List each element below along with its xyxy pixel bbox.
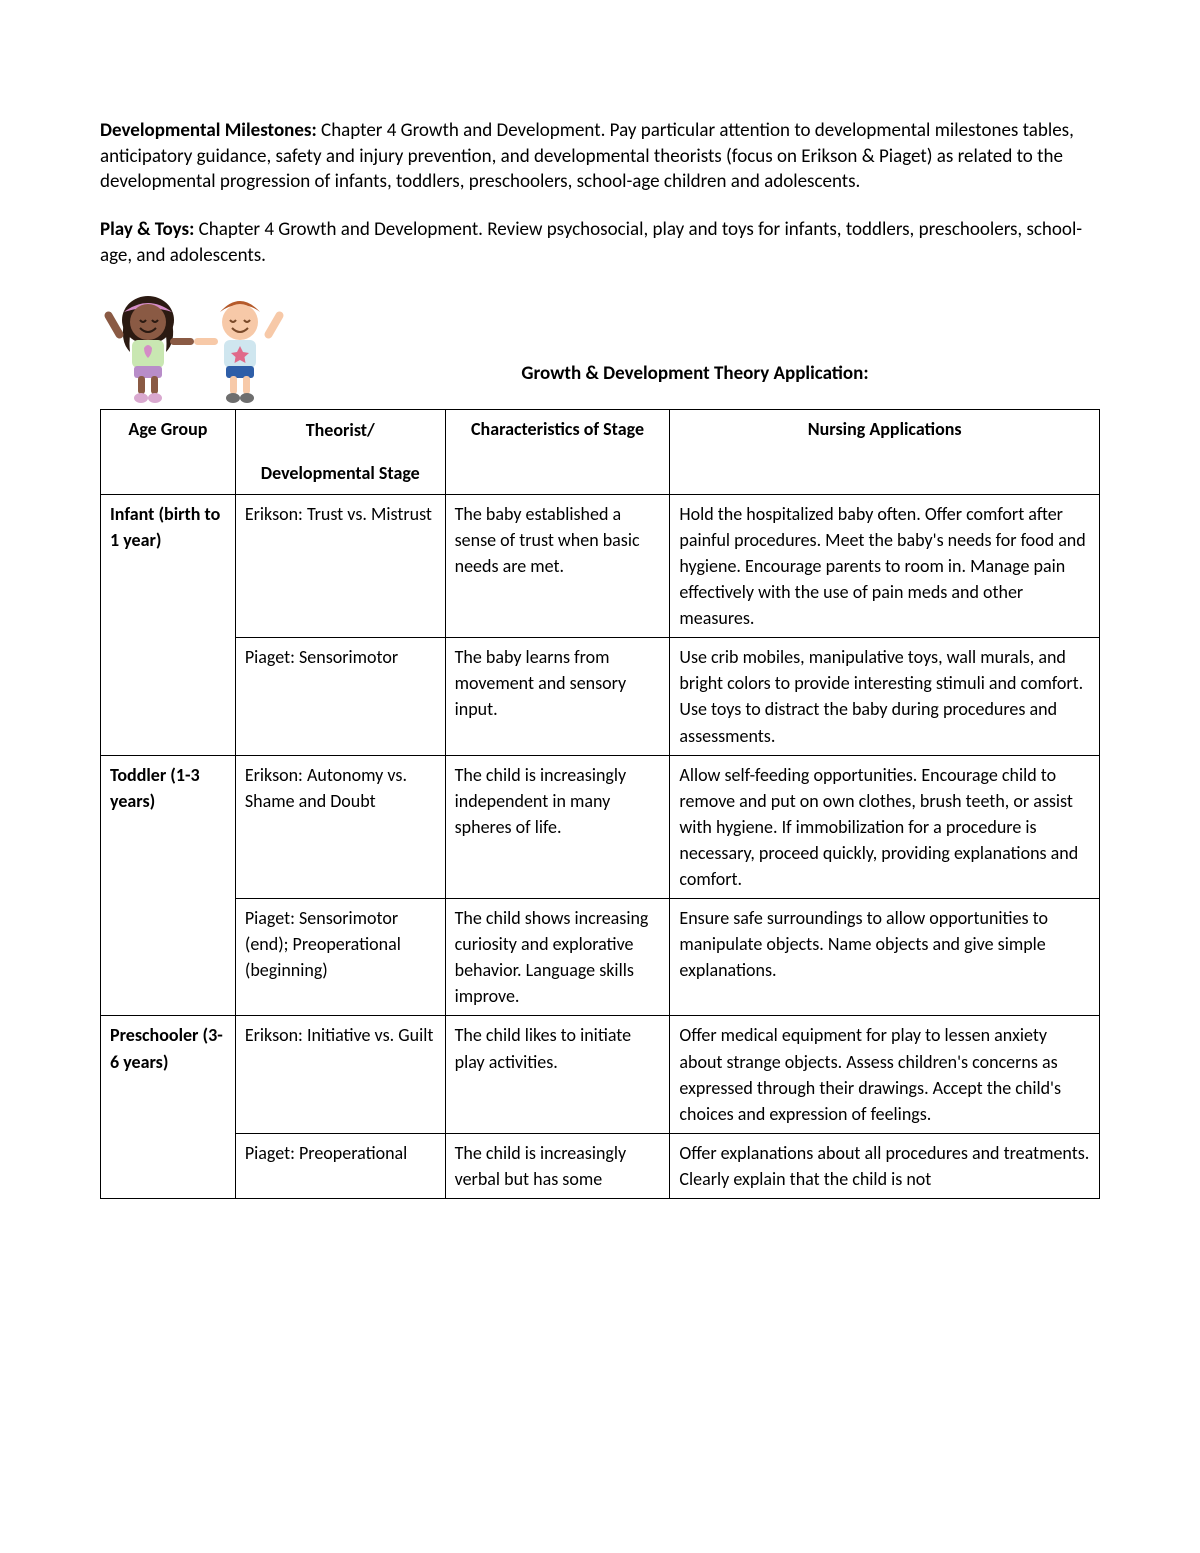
cell-char: The child is increasingly verbal but has… — [445, 1133, 670, 1198]
intro-2-label: Play & Toys: — [100, 218, 194, 241]
intro-1-label: Developmental Milestones: — [100, 119, 317, 142]
cell-theorist: Piaget: Preoperational — [235, 1133, 445, 1198]
col-age: Age Group — [101, 410, 236, 495]
col-characteristics: Characteristics of Stage — [445, 410, 670, 495]
cell-age: Preschooler (3-6 years) — [101, 1016, 236, 1199]
intro-paragraph-2: Play & Toys: Chapter 4 Growth and Develo… — [100, 217, 1100, 268]
table-row: Infant (birth to 1 year) Erikson: Trust … — [101, 494, 1100, 637]
col-theorist-line1: Theorist/ — [245, 416, 436, 445]
table-row: Piaget: Sensorimotor The baby learns fro… — [101, 638, 1100, 755]
table-row: Piaget: Sensorimotor (end); Preoperation… — [101, 899, 1100, 1016]
col-nursing: Nursing Applications — [670, 410, 1100, 495]
cell-age: Infant (birth to 1 year) — [101, 494, 236, 755]
cell-theorist: Erikson: Autonomy vs. Shame and Doubt — [235, 755, 445, 898]
cell-nursing: Offer medical equipment for play to less… — [670, 1016, 1100, 1133]
table-title: Growth & Development Theory Application: — [290, 362, 1100, 405]
col-theorist: Theorist/ Developmental Stage — [235, 410, 445, 495]
cell-theorist: Erikson: Trust vs. Mistrust — [235, 494, 445, 637]
cell-char: The child is increasingly independent in… — [445, 755, 670, 898]
cell-char: The child likes to initiate play activit… — [445, 1016, 670, 1133]
cell-nursing: Hold the hospitalized baby often. Offer … — [670, 494, 1100, 637]
spacer — [245, 445, 436, 459]
cell-nursing: Allow self-feeding opportunities. Encour… — [670, 755, 1100, 898]
image-title-row: Growth & Development Theory Application: — [100, 290, 1100, 405]
intro-paragraph-1: Developmental Milestones: Chapter 4 Grow… — [100, 118, 1100, 195]
table-header-row: Age Group Theorist/ Developmental Stage … — [101, 410, 1100, 495]
cell-char: The child shows increasing curiosity and… — [445, 899, 670, 1016]
cell-char: The baby learns from movement and sensor… — [445, 638, 670, 755]
cell-nursing: Use crib mobiles, manipulative toys, wal… — [670, 638, 1100, 755]
boy-icon — [192, 290, 292, 405]
cell-theorist: Piaget: Sensorimotor — [235, 638, 445, 755]
development-table: Age Group Theorist/ Developmental Stage … — [100, 409, 1100, 1199]
children-illustration — [100, 290, 290, 405]
cell-nursing: Ensure safe surroundings to allow opport… — [670, 899, 1100, 1016]
girl-icon — [100, 290, 200, 405]
table-row: Toddler (1-3 years) Erikson: Autonomy vs… — [101, 755, 1100, 898]
intro-2-body: Chapter 4 Growth and Development. Review… — [100, 218, 1082, 267]
cell-theorist: Erikson: Initiative vs. Guilt — [235, 1016, 445, 1133]
table-row: Piaget: Preoperational The child is incr… — [101, 1133, 1100, 1198]
table-row: Preschooler (3-6 years) Erikson: Initiat… — [101, 1016, 1100, 1133]
cell-age: Toddler (1-3 years) — [101, 755, 236, 1016]
cell-char: The baby established a sense of trust wh… — [445, 494, 670, 637]
col-theorist-line2: Developmental Stage — [245, 459, 436, 488]
cell-nursing: Offer explanations about all procedures … — [670, 1133, 1100, 1198]
cell-theorist: Piaget: Sensorimotor (end); Preoperation… — [235, 899, 445, 1016]
document-page: Developmental Milestones: Chapter 4 Grow… — [0, 0, 1200, 1199]
